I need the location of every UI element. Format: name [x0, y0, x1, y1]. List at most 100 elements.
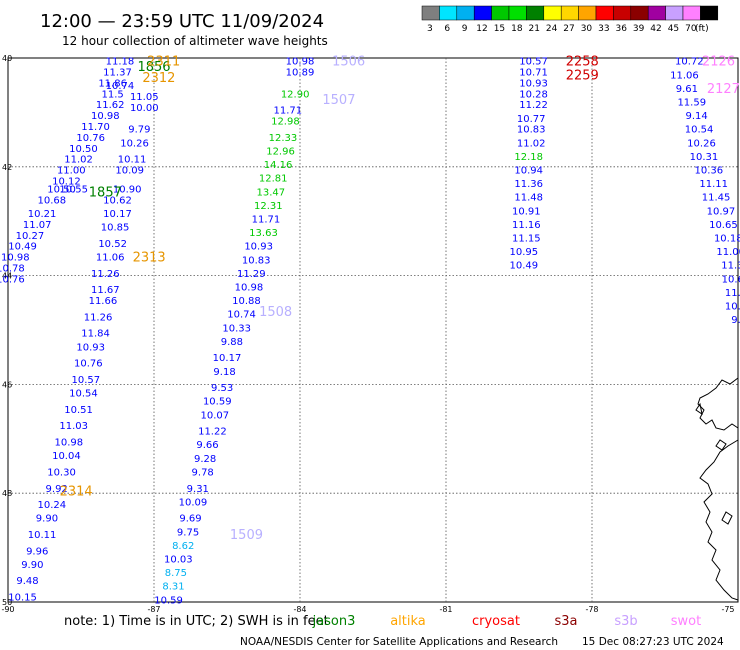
lat-label: 46 [2, 380, 12, 389]
wave-height-value: 11.39 [721, 261, 740, 272]
wave-height-value: 9.90 [36, 514, 58, 525]
wave-height-value: 11.16 [512, 220, 541, 231]
wave-height-value: 10.59 [203, 397, 232, 408]
wave-height-value: 10.17 [213, 353, 242, 364]
lat-label: 48 [2, 489, 12, 498]
wave-height-value: 10.31 [690, 152, 719, 163]
legend-label: 42 [650, 24, 661, 34]
wave-height-value: 10.11 [118, 155, 147, 166]
legend-swatch [543, 5, 562, 21]
legend-label: 27 [563, 24, 574, 34]
legend-label: 39 [633, 24, 645, 34]
legend-label: 24 [546, 24, 558, 34]
wave-height-value: 10.90 [113, 185, 142, 196]
legend-label: 12 [476, 24, 487, 34]
wave-height-value: 9.66 [196, 440, 218, 451]
lat-label: 40 [2, 54, 12, 63]
wave-height-value: 10.26 [120, 138, 149, 149]
wave-height-value: 9. [731, 315, 740, 326]
wave-height-value: 10.93 [244, 242, 273, 253]
wave-height-value: 10.55 [59, 185, 88, 196]
wave-height-value: 11.62 [96, 100, 125, 111]
wave-height-value: 10.49 [8, 242, 37, 253]
wave-height-value: 9.69 [179, 514, 201, 525]
wave-height-value: 9.78 [192, 467, 214, 478]
wave-height-value: 11.71 [252, 214, 281, 225]
wave-height-value: 13.63 [249, 228, 278, 239]
legend-label: 18 [511, 24, 523, 34]
wave-height-value: 10.12 [52, 176, 81, 187]
footer-note: note: 1) Time is in UTC; 2) SWH is in fe… [64, 614, 329, 629]
wave-height-value: 10.98 [55, 438, 84, 449]
wave-height-value: 11.26 [91, 269, 120, 280]
plot-frame [7, 57, 739, 603]
wave-height-value: 10.04 [52, 451, 81, 462]
legend-swatch [508, 5, 527, 21]
wave-height-value: 11.71 [274, 106, 303, 117]
wave-height-value: 11.22 [519, 100, 548, 111]
wave-height-value: 12.96 [266, 146, 295, 157]
lon-label: -87 [147, 605, 160, 614]
pass-number: 1506 [332, 55, 365, 70]
wave-height-value: 10.00 [130, 103, 159, 114]
legend-swatch [700, 5, 719, 21]
legend-label: 6 [444, 24, 450, 34]
wave-height-value: 12.33 [269, 133, 298, 144]
pass-number: 2259 [566, 68, 599, 83]
wave-height-value: 10.24 [37, 500, 66, 511]
wave-height-value: 12.81 [259, 174, 288, 185]
wave-height-value: 11.86 [98, 78, 127, 89]
lon-label: -75 [721, 605, 734, 614]
wave-height-value: 11.67 [91, 285, 120, 296]
legend-label: 9 [462, 24, 468, 34]
wave-height-value: 10.9 [725, 302, 740, 313]
wave-height-value: 9.75 [177, 527, 199, 538]
pass-number: 2312 [142, 71, 175, 86]
wave-height-value: 10.71 [519, 68, 548, 79]
wave-height-value: 11.37 [103, 68, 132, 79]
wave-height-value: 10.30 [47, 467, 76, 478]
wave-height-value: 11.00 [716, 247, 740, 258]
legend-label: 15 [494, 24, 505, 34]
legend-label: 21 [529, 24, 540, 34]
wave-height-value: 10.94 [514, 166, 543, 177]
wave-height-value: 10.51 [64, 405, 93, 416]
wave-height-value: 10.98 [91, 111, 120, 122]
mission-swot: swot [671, 614, 701, 629]
wave-height-value: 10.89 [286, 68, 315, 79]
pass-number: 2314 [60, 484, 93, 499]
wave-height-value: 9.53 [211, 383, 233, 394]
legend-swatch [647, 5, 666, 21]
wave-height-value: 12.18 [514, 152, 543, 163]
wave-height-value: 11.59 [677, 98, 706, 109]
wave-height-value: 10.27 [16, 231, 45, 242]
wave-height-value: 10.09 [179, 497, 208, 508]
wave-height-value: 9.18 [213, 367, 235, 378]
wave-height-value: 9.28 [194, 454, 216, 465]
wave-height-value: 11.0 [725, 288, 740, 299]
wave-height-value: 10.54 [685, 125, 714, 136]
wave-height-value: 10.26 [687, 138, 716, 149]
wave-height-value: 11.05 [130, 92, 159, 103]
legend-swatch [613, 5, 632, 21]
wave-height-value: 10.88 [232, 296, 261, 307]
pass-number: 2311 [147, 55, 180, 70]
legend-label: 33 [598, 24, 609, 34]
legend-swatch [439, 5, 458, 21]
wave-height-value: 10.03 [164, 554, 193, 565]
legend-swatch [456, 5, 475, 21]
wave-height-value: 13.47 [256, 187, 285, 198]
lat-label: 50 [2, 598, 12, 607]
wave-height-value: 9.88 [221, 337, 243, 348]
wave-height-value: 10.15 [8, 593, 37, 604]
pass-number: 2127 [707, 82, 740, 97]
wave-height-value: 11.18 [106, 57, 135, 68]
wave-height-value: 11.66 [89, 296, 118, 307]
wave-height-value: 11.22 [198, 427, 227, 438]
legend-swatch [491, 5, 510, 21]
legend-label: 45 [668, 24, 679, 34]
wave-height-value: 10.21 [28, 209, 57, 220]
wave-height-value: 11.26 [84, 312, 113, 323]
wave-height-value: 10.49 [510, 261, 539, 272]
wave-height-value: 10.65 [709, 220, 738, 231]
